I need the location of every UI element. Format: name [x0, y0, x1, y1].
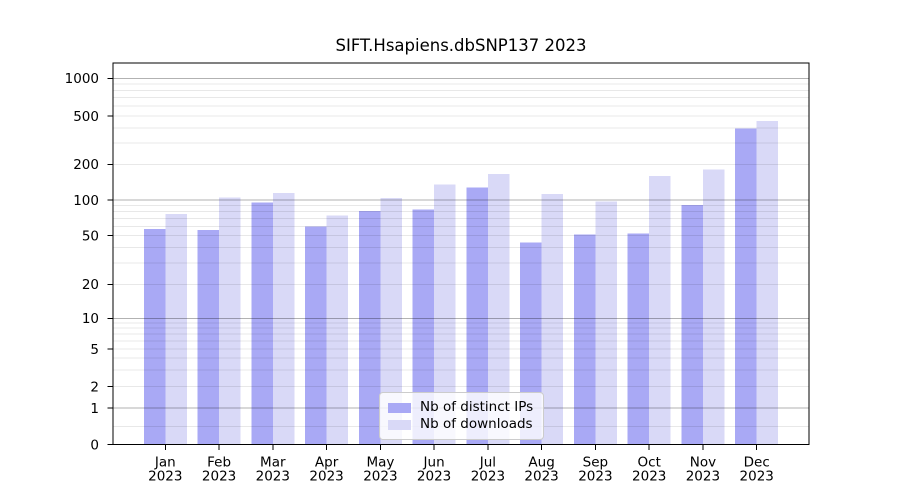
- y-tick-label: 1000: [65, 71, 99, 87]
- legend-label-distinct-ips: Nb of distinct IPs: [420, 399, 534, 415]
- bar-distinct-ips: [466, 187, 488, 445]
- x-tick-label-month: Jun: [423, 455, 445, 471]
- bar-distinct-ips: [251, 202, 273, 445]
- bar-distinct-ips: [681, 204, 703, 445]
- x-tick-label-year: 2023: [578, 469, 612, 485]
- y-tick-label: 50: [82, 229, 99, 245]
- bar-distinct-ips: [412, 209, 435, 445]
- chart-title: SIFT.Hsapiens.dbSNP137 2023: [335, 36, 587, 55]
- y-tick-label: 5: [90, 342, 99, 358]
- x-tick-label-year: 2023: [202, 469, 236, 485]
- bar-downloads: [165, 214, 187, 445]
- y-tick-label: 2: [90, 379, 99, 395]
- x-tick-label-month: Mar: [260, 455, 286, 471]
- bar-distinct-ips: [143, 229, 166, 445]
- y-tick-label: 100: [73, 193, 99, 209]
- bar-downloads: [272, 192, 295, 445]
- x-tick-label-month: Jan: [154, 455, 176, 471]
- x-tick-label-month: Nov: [690, 455, 716, 471]
- y-tick-label: 200: [73, 157, 99, 173]
- x-tick-label-month: Dec: [744, 455, 770, 471]
- bar-downloads: [380, 198, 402, 445]
- y-tick-label: 10: [82, 311, 99, 327]
- bar-distinct-ips: [735, 128, 757, 445]
- legend-swatch-distinct-ips: [388, 402, 411, 413]
- x-tick-label-month: Jul: [479, 455, 496, 471]
- x-tick-label-month: Apr: [315, 455, 339, 471]
- bar-downloads: [649, 175, 671, 445]
- x-tick-label-year: 2023: [309, 469, 343, 485]
- bar-downloads: [487, 174, 510, 445]
- y-tick-label: 1: [90, 401, 99, 417]
- legend-entry-distinct-ips: Nb of distinct IPs: [388, 399, 533, 416]
- legend-label-downloads: Nb of downloads: [420, 416, 533, 432]
- plot-border: [112, 62, 810, 445]
- x-tick-label-year: 2023: [256, 469, 290, 485]
- bar-downloads: [702, 169, 725, 445]
- x-tick-label-year: 2023: [686, 469, 720, 485]
- legend: Nb of distinct IPs Nb of downloads: [379, 392, 545, 440]
- bar-downloads: [595, 201, 617, 445]
- bar-distinct-ips: [305, 226, 327, 445]
- bar-distinct-ips: [197, 229, 220, 445]
- x-tick-label-month: May: [366, 455, 394, 471]
- x-tick-label-year: 2023: [524, 469, 558, 485]
- bar-downloads: [326, 215, 349, 445]
- x-tick-label-year: 2023: [417, 469, 451, 485]
- bar-distinct-ips: [627, 233, 650, 445]
- x-tick-label-month: Aug: [528, 455, 554, 471]
- bar-downloads: [219, 197, 241, 445]
- bar-downloads: [541, 194, 564, 445]
- x-tick-label-year: 2023: [740, 469, 774, 485]
- x-tick-label-year: 2023: [363, 469, 397, 485]
- bar-downloads: [434, 184, 456, 445]
- legend-swatch-downloads: [388, 419, 411, 430]
- bar-distinct-ips: [358, 210, 381, 445]
- x-tick-label-month: Sep: [583, 455, 608, 471]
- bar-downloads: [756, 121, 779, 445]
- y-tick-label: 20: [82, 277, 99, 293]
- legend-entry-downloads: Nb of downloads: [388, 416, 533, 433]
- x-tick-label-month: Oct: [638, 455, 661, 471]
- bar-distinct-ips: [573, 234, 596, 445]
- x-tick-label-year: 2023: [471, 469, 505, 485]
- x-tick-label-year: 2023: [148, 469, 182, 485]
- y-tick-label: 500: [73, 109, 99, 125]
- x-tick-label-month: Feb: [207, 455, 231, 471]
- x-tick-label-year: 2023: [632, 469, 666, 485]
- y-tick-label: 0: [90, 437, 99, 453]
